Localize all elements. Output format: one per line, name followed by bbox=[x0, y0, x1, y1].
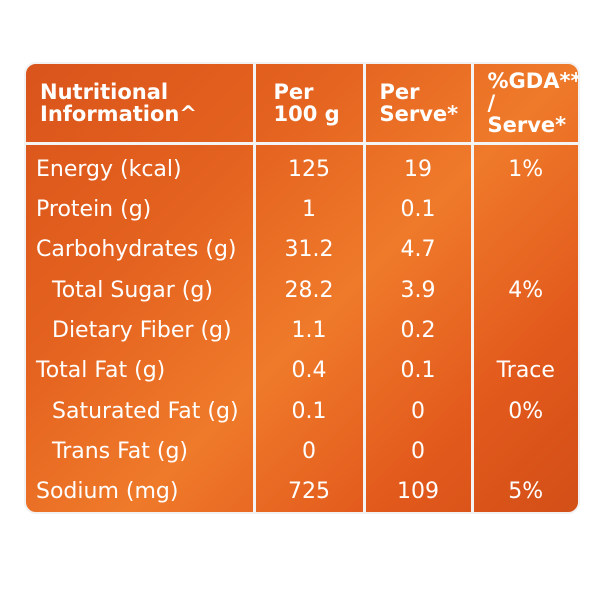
cell-gda: 0% bbox=[470, 391, 578, 432]
header-col1-line2: Information^ bbox=[40, 102, 197, 126]
cell-gda bbox=[470, 189, 578, 230]
header-col3-line1: Per bbox=[379, 79, 420, 104]
header-row: Nutritional Information^ Per 100 g Per S… bbox=[26, 64, 580, 145]
header-col3-line2: Serve* bbox=[379, 102, 459, 126]
cell-gda bbox=[470, 431, 578, 472]
table-row-sodium: Sodium (mg) 725 109 5% bbox=[26, 471, 578, 512]
table-row-protein: Protein (g) 1 0.1 bbox=[26, 189, 578, 230]
table-row-saturated-fat: Saturated Fat (g) 0.1 0 0% bbox=[26, 391, 578, 432]
cell-per-serve: 0.1 bbox=[362, 350, 474, 391]
cell-per-100g: 31.2 bbox=[252, 229, 366, 271]
cell-per-100g: 125 bbox=[252, 143, 366, 190]
row-label: Carbohydrates (g) bbox=[26, 229, 256, 271]
cell-per-100g: 725 bbox=[252, 471, 366, 512]
cell-gda: 5% bbox=[470, 471, 578, 512]
cell-per-serve: 109 bbox=[362, 471, 474, 512]
cell-per-100g: 0.1 bbox=[252, 391, 366, 432]
table-row-energy: Energy (kcal) 125 19 1% bbox=[26, 143, 578, 190]
row-label: Trans Fat (g) bbox=[26, 431, 256, 472]
row-label: Protein (g) bbox=[26, 189, 256, 230]
cell-per-100g: 0 bbox=[252, 431, 366, 472]
table-row-trans-fat: Trans Fat (g) 0 0 bbox=[26, 431, 578, 472]
row-label: Saturated Fat (g) bbox=[26, 391, 256, 432]
table-row-total-fat: Total Fat (g) 0.4 0.1 Trace bbox=[26, 350, 578, 391]
cell-per-serve: 4.7 bbox=[362, 229, 474, 271]
cell-per-100g: 28.2 bbox=[252, 270, 366, 311]
header-per-serve: Per Serve* bbox=[362, 64, 474, 145]
cell-gda: Trace bbox=[470, 350, 578, 391]
header-col2-line1: Per bbox=[273, 79, 314, 104]
header-col4-line1: %GDA** bbox=[487, 68, 580, 93]
cell-gda: 4% bbox=[470, 270, 578, 311]
table-row-dietary-fiber: Dietary Fiber (g) 1.1 0.2 bbox=[26, 310, 578, 351]
row-label: Sodium (mg) bbox=[26, 471, 256, 512]
cell-gda bbox=[470, 229, 578, 271]
nutrition-table: Nutritional Information^ Per 100 g Per S… bbox=[26, 64, 578, 512]
row-label: Total Sugar (g) bbox=[26, 270, 256, 311]
cell-gda bbox=[470, 310, 578, 351]
cell-per-serve: 0.1 bbox=[362, 189, 474, 230]
header-per-100g: Per 100 g bbox=[252, 64, 366, 145]
header-col4-line2: / Serve* bbox=[487, 90, 567, 138]
cell-per-serve: 0 bbox=[362, 391, 474, 432]
header-col1-line1: Nutritional bbox=[40, 79, 169, 104]
cell-per-100g: 1.1 bbox=[252, 310, 366, 351]
cell-per-serve: 0 bbox=[362, 431, 474, 472]
row-label: Energy (kcal) bbox=[26, 143, 256, 190]
cell-per-serve: 3.9 bbox=[362, 270, 474, 311]
header-col2-line2: 100 g bbox=[273, 102, 340, 126]
header-nutritional-information: Nutritional Information^ bbox=[26, 64, 256, 145]
cell-per-100g: 1 bbox=[252, 189, 366, 230]
table-row-carbohydrates: Carbohydrates (g) 31.2 4.7 bbox=[26, 229, 578, 271]
cell-gda: 1% bbox=[470, 143, 578, 190]
cell-per-100g: 0.4 bbox=[252, 350, 366, 391]
cell-per-serve: 19 bbox=[362, 143, 474, 190]
row-label: Total Fat (g) bbox=[26, 350, 256, 391]
table-row-total-sugar: Total Sugar (g) 28.2 3.9 4% bbox=[26, 270, 578, 311]
nutrition-panel: Nutritional Information^ Per 100 g Per S… bbox=[24, 62, 580, 514]
cell-per-serve: 0.2 bbox=[362, 310, 474, 351]
header-gda-per-serve: %GDA** / Serve* bbox=[470, 64, 580, 145]
row-label: Dietary Fiber (g) bbox=[26, 310, 256, 351]
